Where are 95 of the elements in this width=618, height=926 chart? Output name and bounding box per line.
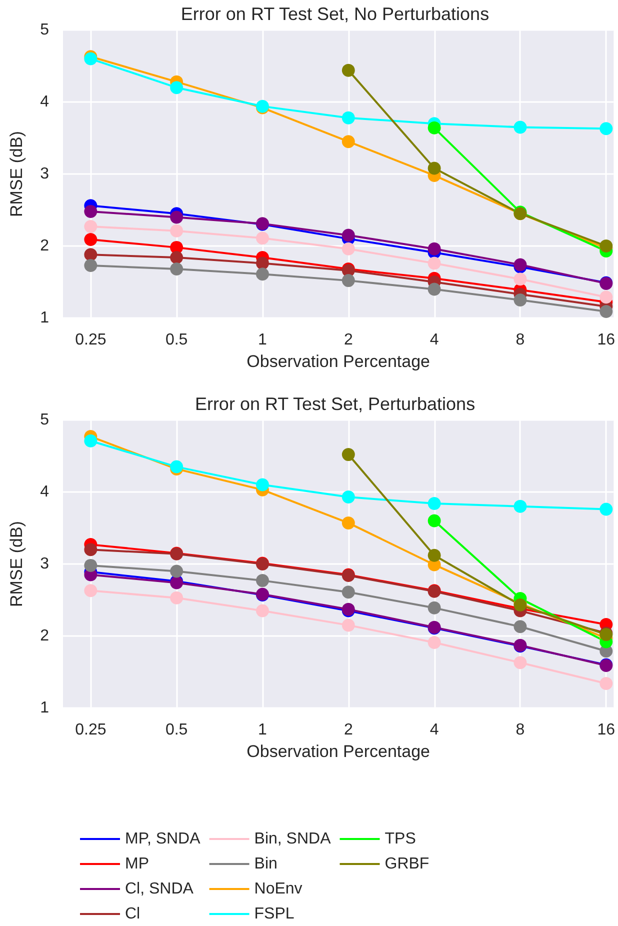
point xyxy=(84,543,98,556)
legend-label: Cl, SNDA xyxy=(125,880,194,898)
point xyxy=(514,120,527,134)
point xyxy=(428,514,441,528)
y-axis-title: RMSE (dB) xyxy=(7,131,26,217)
x-axis-title: Observation Percentage xyxy=(246,352,430,371)
x-tick-label: 4 xyxy=(430,332,439,348)
point xyxy=(514,656,527,670)
point xyxy=(600,305,613,318)
chart-title: Error on RT Test Set, Perturbations xyxy=(194,394,476,414)
point xyxy=(342,64,355,77)
point xyxy=(514,500,527,513)
point xyxy=(342,228,355,242)
point xyxy=(170,262,184,276)
point xyxy=(170,224,184,238)
point xyxy=(428,497,441,510)
legend-label: TPS xyxy=(384,830,416,848)
point xyxy=(342,490,355,504)
point xyxy=(170,564,184,578)
point xyxy=(256,268,269,281)
legend-label: GRBF xyxy=(384,856,430,872)
point xyxy=(342,111,355,124)
x-tick-label: 1 xyxy=(258,722,268,738)
point xyxy=(170,251,184,264)
y-tick-label: 5 xyxy=(40,22,50,38)
x-tick-label: 2 xyxy=(344,332,353,348)
point xyxy=(600,240,613,252)
point xyxy=(84,558,98,572)
point xyxy=(84,248,98,262)
point xyxy=(428,242,441,256)
legend-label: MP, SNDA xyxy=(125,830,201,848)
y-tick-label: 2 xyxy=(40,628,50,644)
x-tick-label: 0.25 xyxy=(75,722,106,738)
legend-label: FSPL xyxy=(254,906,294,922)
point xyxy=(600,290,613,304)
point xyxy=(428,162,441,175)
point xyxy=(170,591,184,604)
point xyxy=(84,233,98,246)
point xyxy=(342,448,355,462)
y-tick-label: 5 xyxy=(40,412,50,428)
point xyxy=(428,636,441,649)
point xyxy=(256,478,269,492)
y-tick-label: 4 xyxy=(40,94,50,110)
point xyxy=(428,548,441,562)
point xyxy=(256,574,269,588)
y-tick-label: 4 xyxy=(40,484,50,500)
point xyxy=(342,242,355,256)
point xyxy=(256,604,269,618)
point xyxy=(428,121,441,134)
y-tick-label: 3 xyxy=(40,166,50,182)
point xyxy=(514,272,527,286)
y-tick-label: 3 xyxy=(40,556,50,572)
point xyxy=(170,210,184,224)
legend-label: Bin xyxy=(254,856,278,872)
point xyxy=(342,516,355,530)
point xyxy=(428,601,441,614)
point xyxy=(342,618,355,632)
x-tick-label: 0.5 xyxy=(165,722,188,738)
x-tick-label: 8 xyxy=(516,722,525,738)
point xyxy=(428,282,441,296)
x-tick-label: 0.25 xyxy=(75,332,106,348)
point xyxy=(84,258,98,272)
legend-label: NoEnv xyxy=(254,880,302,898)
y-axis-title: RMSE (dB) xyxy=(7,521,26,607)
point xyxy=(342,135,355,148)
x-tick-label: 1 xyxy=(258,332,268,348)
x-tick-label: 2 xyxy=(344,722,353,738)
point xyxy=(84,204,98,218)
point xyxy=(84,434,98,448)
legend-label: Bin, SNDA xyxy=(254,830,332,848)
point xyxy=(514,620,527,634)
y-tick-label: 1 xyxy=(40,700,50,716)
x-tick-label: 8 xyxy=(516,332,525,348)
point xyxy=(600,677,613,690)
point xyxy=(600,122,613,136)
y-tick-label: 2 xyxy=(40,238,50,254)
chart-title: Error on RT Test Set, No Perturbations xyxy=(180,4,490,24)
point xyxy=(514,294,527,306)
x-tick-label: 16 xyxy=(597,332,616,348)
legend-label: Cl xyxy=(125,906,140,922)
x-axis-title: Observation Percentage xyxy=(246,742,430,761)
legend-label: MP xyxy=(125,856,149,872)
point xyxy=(170,81,184,94)
point xyxy=(84,220,98,234)
y-tick-label: 1 xyxy=(40,310,50,326)
point xyxy=(84,584,98,598)
x-tick-label: 0.5 xyxy=(165,332,188,348)
point xyxy=(256,232,269,245)
point xyxy=(342,274,355,288)
x-tick-label: 16 xyxy=(597,722,616,738)
x-tick-label: 4 xyxy=(430,722,439,738)
point xyxy=(600,502,613,516)
point xyxy=(256,256,269,270)
point xyxy=(342,586,355,599)
point xyxy=(428,256,441,270)
